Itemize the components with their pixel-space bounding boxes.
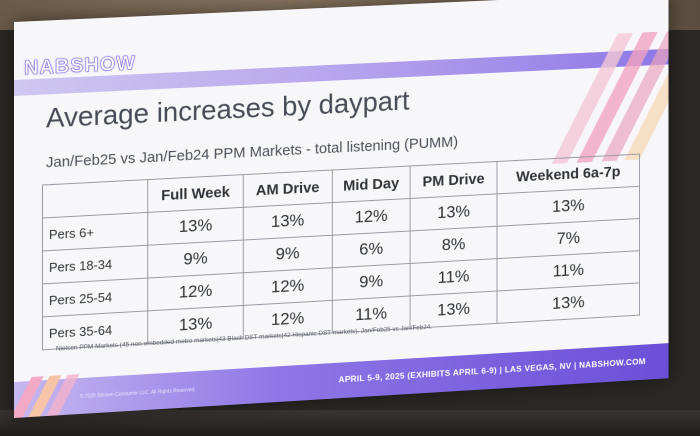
table-cell: 13% <box>496 282 640 324</box>
table-cell: 9% <box>331 263 411 301</box>
table-cell: 9% <box>147 240 244 279</box>
table-cell: 9% <box>243 235 332 273</box>
daypart-table: Full Week AM Drive Mid Day PM Drive Week… <box>42 154 640 351</box>
room-floor <box>0 410 700 436</box>
table-cell: 13% <box>243 202 332 241</box>
table-cell: 11% <box>410 258 497 296</box>
decorative-stripes <box>551 29 669 165</box>
table-cell: 12% <box>243 267 332 306</box>
table-cell: 13% <box>147 207 244 246</box>
table-cell: 8% <box>410 226 497 264</box>
table-cell: 13% <box>410 193 497 231</box>
presentation-slide: NABSHOW Average increases by daypart Jan… <box>14 0 669 418</box>
header-cell: Full Week <box>147 174 244 213</box>
header-cell: PM Drive <box>410 161 497 199</box>
table-cell: 12% <box>147 272 244 311</box>
slide-title: Average increases by daypart <box>45 84 410 134</box>
table-cell: 6% <box>331 230 411 268</box>
header-cell: Mid Day <box>331 165 411 203</box>
table-cell: 12% <box>331 198 411 236</box>
table-cell: 13% <box>410 291 497 329</box>
header-cell: AM Drive <box>243 170 332 208</box>
